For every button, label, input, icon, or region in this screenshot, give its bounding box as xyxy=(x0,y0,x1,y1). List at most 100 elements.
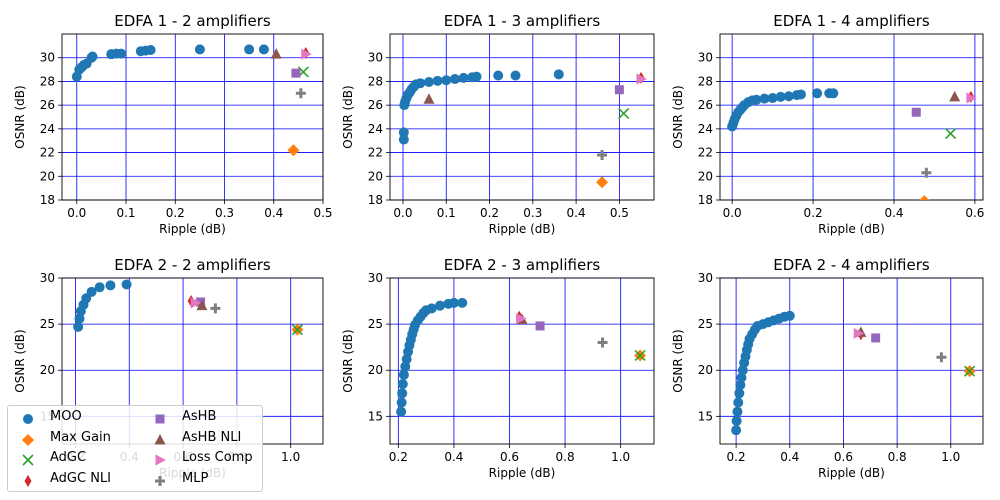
x-tick-label: 0.5 xyxy=(313,206,332,220)
data-points xyxy=(398,69,648,189)
x-tick-label: 0.6 xyxy=(500,450,519,464)
x-tick-label: 0.0 xyxy=(723,206,742,220)
moo-point xyxy=(737,365,748,376)
chart-panel-1: 0.0 0.1 0.2 0.3 0.4 0.5 18 20 22 24 26 28 30 EDFA 1 -… xyxy=(13,12,333,236)
moo-point xyxy=(751,94,762,105)
moo-point xyxy=(767,93,778,104)
moo-point xyxy=(398,134,409,145)
y-tick-label: 30 xyxy=(40,271,55,285)
ashb-point xyxy=(291,68,301,78)
x-tick-label: 0.2 xyxy=(389,450,408,464)
moo-point xyxy=(258,44,269,55)
moo-point xyxy=(449,74,460,85)
x-tick-label: 1.0 xyxy=(611,450,630,464)
mlp-point xyxy=(936,352,947,363)
moo-point xyxy=(448,297,459,308)
y-tick-label: 18 xyxy=(40,193,55,207)
moo-point xyxy=(400,361,411,372)
loss-comp-point xyxy=(966,92,977,104)
x-tick-label: 0.8 xyxy=(888,450,907,464)
ashb-point xyxy=(871,333,881,343)
y-tick-label: 30 xyxy=(698,271,713,285)
ashb-nli-point xyxy=(949,90,961,102)
moo-point xyxy=(423,77,434,88)
moo-point xyxy=(733,397,744,408)
y-axis-label: OSNR (dB) xyxy=(13,85,27,148)
x-axis-label: Ripple (dB) xyxy=(818,222,885,236)
moo-point xyxy=(194,44,205,55)
legend-label: Loss Comp xyxy=(182,450,253,465)
plot-frame xyxy=(389,33,655,201)
moo-point xyxy=(457,297,468,308)
legend-marker xyxy=(24,474,32,487)
mlp-point xyxy=(921,167,932,178)
moo-point xyxy=(732,406,743,417)
x-tick-label: 0.4 xyxy=(264,206,283,220)
moo-point xyxy=(731,415,742,426)
moo-point xyxy=(396,406,407,417)
mlp-point xyxy=(295,88,306,99)
legend-marker-max-gain-icon xyxy=(22,433,34,446)
moo-point xyxy=(426,303,437,314)
y-tick-label: 22 xyxy=(368,146,383,160)
x-axis-label: Ripple (dB) xyxy=(489,466,556,480)
moo-point xyxy=(116,48,127,59)
legend-marker xyxy=(155,414,165,424)
moo-point xyxy=(471,71,482,82)
loss-comp-point xyxy=(516,313,527,325)
y-tick-label: 25 xyxy=(698,317,713,331)
moo-point xyxy=(493,70,504,81)
moo-point xyxy=(735,379,746,390)
chart-title: EDFA 1 - 4 amplifiers xyxy=(773,12,930,30)
y-tick-label: 25 xyxy=(368,317,383,331)
moo-point xyxy=(398,369,409,380)
loss-comp-point xyxy=(853,327,865,339)
legend-marker xyxy=(22,433,34,446)
chart-title: EDFA 2 - 2 amplifiers xyxy=(114,256,271,274)
x-axis-label: Ripple (dB) xyxy=(818,466,885,480)
moo-point xyxy=(458,72,469,83)
plot-frame xyxy=(61,33,324,201)
y-tick-label: 20 xyxy=(698,169,713,183)
adgc-point xyxy=(634,349,646,362)
moo-point xyxy=(783,91,794,102)
y-tick-label: 28 xyxy=(368,74,383,88)
ashb-point xyxy=(535,321,545,331)
ashb-nli-point xyxy=(423,93,435,104)
data-points xyxy=(73,279,304,336)
moo-point xyxy=(397,379,408,390)
plot-frame xyxy=(719,33,984,201)
moo-point xyxy=(94,282,105,293)
x-tick-label: 0.2 xyxy=(727,450,746,464)
y-tick-label: 26 xyxy=(368,98,383,112)
legend-marker-ashb-nli-icon xyxy=(154,433,166,444)
legend-marker xyxy=(23,414,33,424)
y-tick-label: 15 xyxy=(368,409,383,423)
legend-marker-ashb-icon xyxy=(155,414,165,424)
moo-point xyxy=(401,354,412,365)
x-tick-label: 0.0 xyxy=(67,206,86,220)
moo-point xyxy=(397,388,408,399)
y-tick-label: 20 xyxy=(368,169,383,183)
adgc-point xyxy=(945,128,957,140)
legend-label: MOO xyxy=(50,409,82,424)
y-axis-label: OSNR (dB) xyxy=(341,85,355,148)
legend: MOO Max Gain AdGC AdGC NLI AsHB AsHB NLI Loss … xyxy=(7,405,263,492)
y-tick-label: 26 xyxy=(698,98,713,112)
y-tick-label: 24 xyxy=(698,122,713,136)
legend-marker-loss-comp-icon xyxy=(155,454,166,466)
max-gain-point xyxy=(919,195,930,200)
moo-point xyxy=(396,397,407,408)
loss-comp-point xyxy=(636,73,648,85)
y-axis-label: OSNR (dB) xyxy=(341,329,355,392)
chart-title: EDFA 1 - 3 amplifiers xyxy=(444,12,601,30)
x-tick-label: 0.3 xyxy=(215,206,234,220)
y-tick-label: 22 xyxy=(40,146,55,160)
moo-point xyxy=(244,44,255,55)
x-tick-label: 0.6 xyxy=(965,206,984,220)
x-tick-label: 0.1 xyxy=(116,206,135,220)
moo-point xyxy=(510,70,521,81)
moo-point xyxy=(86,286,97,297)
y-tick-label: 24 xyxy=(368,122,383,136)
legend-label: AdGC xyxy=(50,450,87,465)
